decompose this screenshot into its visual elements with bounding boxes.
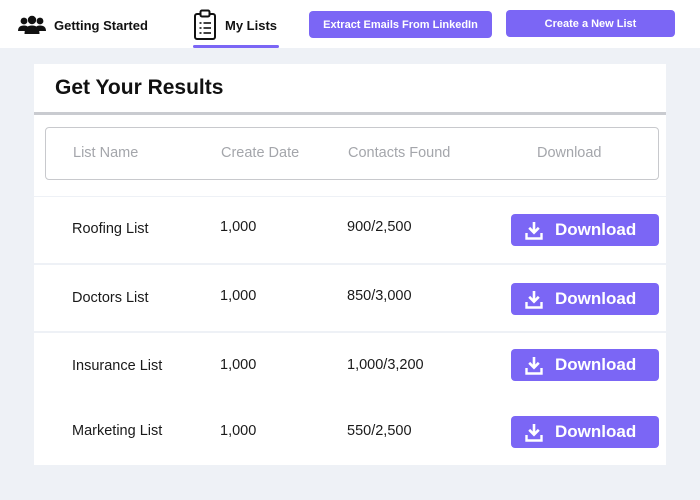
contacts-found: 1,000/3,200	[347, 357, 424, 373]
table-row: Doctors List 1,000 850/3,000 Download	[34, 265, 666, 331]
extract-emails-button[interactable]: Extract Emails From LinkedIn	[309, 11, 492, 38]
contacts-found: 850/3,000	[347, 288, 412, 304]
column-header-list-name: List Name	[73, 145, 139, 161]
download-button-label: Download	[555, 355, 637, 374]
results-card: Get Your Results List Name Create Date C…	[34, 64, 666, 196]
download-icon	[525, 423, 543, 442]
column-header-contacts-found: Contacts Found	[348, 145, 451, 161]
download-icon	[525, 221, 543, 240]
title-divider	[34, 112, 666, 115]
nav-my-lists[interactable]: My Lists	[193, 8, 280, 48]
active-tab-indicator	[193, 45, 280, 48]
nav-getting-started[interactable]: Getting Started	[18, 12, 148, 38]
create-date: 1,000	[220, 288, 257, 304]
page-title: Get Your Results	[55, 76, 224, 99]
table-row: Insurance List 1,000 1,000/3,200 Downloa…	[34, 333, 666, 399]
top-nav-bar: Getting Started My Lists Extract Emails …	[0, 0, 700, 48]
table-row: Roofing List 1,000 900/2,500 Download	[34, 197, 666, 263]
create-date: 1,000	[220, 219, 257, 235]
download-button-label: Download	[555, 289, 637, 308]
list-name: Doctors List	[72, 290, 149, 306]
download-button[interactable]: Download	[511, 416, 659, 448]
contacts-found: 900/2,500	[347, 219, 412, 235]
nav-my-lists-label: My Lists	[225, 17, 278, 33]
nav-getting-started-label: Getting Started	[54, 17, 148, 33]
list-name: Insurance List	[72, 358, 163, 374]
download-button-label: Download	[555, 220, 637, 239]
download-button[interactable]: Download	[511, 283, 659, 315]
list-name: Roofing List	[72, 221, 149, 237]
table-header: List Name Create Date Contacts Found Dow…	[45, 127, 659, 180]
clipboard-list-icon	[194, 9, 216, 40]
table-row: Marketing List 1,000 550/2,500 Download	[34, 399, 666, 465]
download-button-label: Download	[555, 422, 637, 441]
column-header-create-date: Create Date	[221, 145, 300, 161]
column-header-download: Download	[537, 145, 602, 161]
group-icon	[18, 15, 46, 34]
download-icon	[525, 290, 543, 309]
list-name: Marketing List	[72, 423, 163, 439]
download-button[interactable]: Download	[511, 349, 659, 381]
download-icon	[525, 356, 543, 375]
download-button[interactable]: Download	[511, 214, 659, 246]
create-date: 1,000	[220, 423, 257, 439]
create-date: 1,000	[220, 357, 257, 373]
create-new-list-button[interactable]: Create a New List	[506, 10, 675, 37]
contacts-found: 550/2,500	[347, 423, 412, 439]
